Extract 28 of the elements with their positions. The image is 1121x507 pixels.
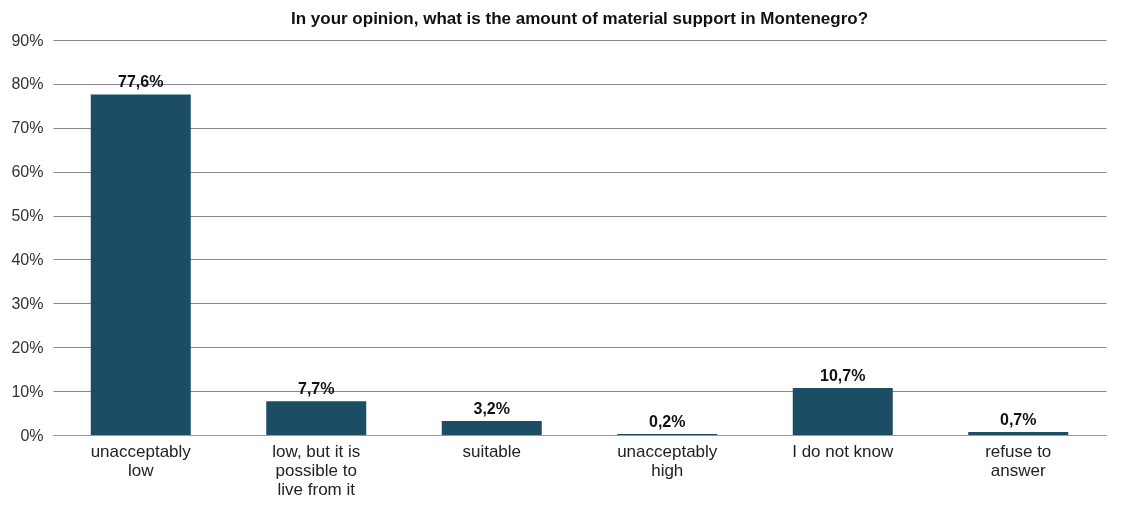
data-label: 10,7% — [820, 367, 866, 385]
x-tick-label: low, but it is possible to live from it — [272, 441, 361, 499]
y-tick-label: 30% — [11, 294, 44, 312]
data-label: 3,2% — [473, 399, 510, 417]
bar — [968, 431, 1069, 435]
bar — [90, 94, 191, 435]
y-tick-label: 60% — [11, 163, 44, 181]
y-tick-label: 70% — [11, 119, 44, 137]
x-tick-label: unacceptably low — [90, 441, 192, 480]
x-tick-label: I do not know — [792, 441, 895, 461]
y-tick-label: 10% — [11, 382, 44, 400]
y-tick-label: 20% — [11, 338, 44, 356]
data-label: 77,6% — [118, 73, 164, 91]
x-tick-label: unacceptably high — [617, 441, 718, 480]
chart-title: In your opinion, what is the amount of material support in Montenegro? — [290, 9, 869, 28]
y-tick-label: 80% — [11, 75, 44, 93]
bar — [792, 388, 893, 435]
bar — [441, 420, 542, 435]
data-label: 0,2% — [649, 413, 686, 431]
y-tick-label: 90% — [11, 31, 44, 49]
bar — [266, 401, 367, 435]
data-label: 0,7% — [1000, 410, 1037, 428]
x-tick-label: suitable — [462, 441, 522, 461]
y-tick-label: 40% — [11, 250, 44, 268]
y-tick-label: 50% — [11, 207, 44, 225]
y-tick-label: 0% — [20, 426, 44, 444]
data-label: 7,7% — [298, 380, 335, 398]
x-tick-label: refuse to answer — [985, 441, 1052, 480]
